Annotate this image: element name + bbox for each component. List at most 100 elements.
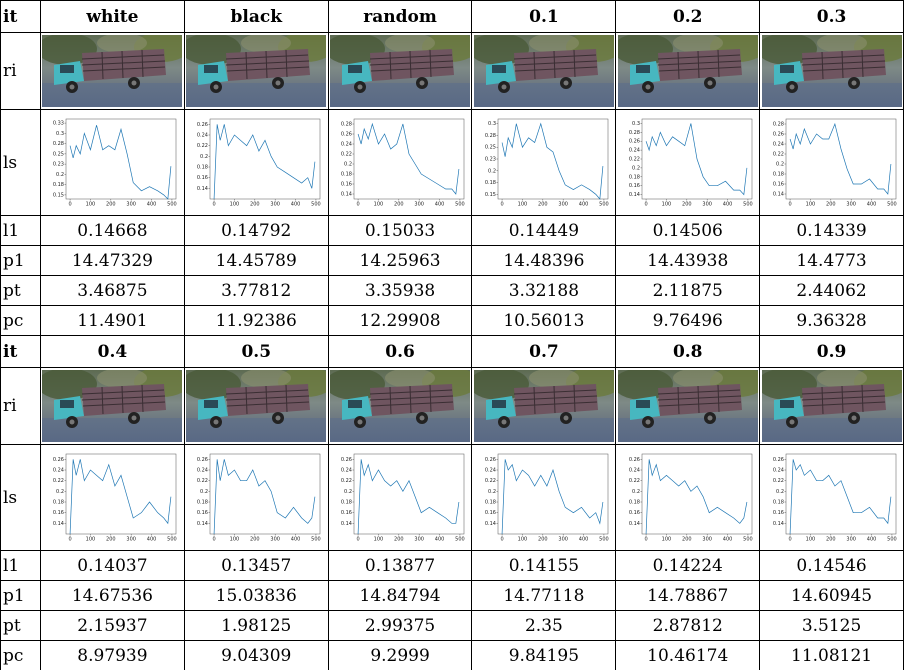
image-cell	[760, 33, 904, 110]
x-tick-label: 0	[357, 201, 360, 207]
rendered-image	[330, 370, 470, 442]
y-tick-label: 0.22	[772, 478, 783, 484]
y-tick-label: 0.16	[341, 181, 352, 187]
metric-cell: 2.99375	[328, 611, 472, 641]
y-tick-label: 0.28	[485, 132, 496, 138]
metric-cell: 14.48396	[472, 246, 616, 276]
metric-cell: 10.56013	[472, 306, 616, 336]
image-cell	[184, 368, 328, 445]
plot-frame	[354, 454, 464, 534]
x-tick-label: 200	[250, 201, 260, 207]
y-tick-label: 0.24	[629, 467, 640, 473]
metric-cell: 14.84794	[328, 581, 472, 611]
x-tick-label: 400	[579, 201, 589, 207]
y-tick-label: 0.2	[200, 153, 208, 159]
y-tick-label: 0.24	[772, 141, 783, 147]
x-tick-label: 0	[500, 536, 503, 542]
metric-cell: 2.44062	[760, 276, 904, 306]
x-tick-label: 400	[435, 536, 445, 542]
loss-line	[214, 124, 315, 199]
x-tick-label: 0	[213, 536, 216, 542]
y-tick-label: 0.18	[629, 499, 640, 505]
x-tick-label: 400	[866, 536, 876, 542]
y-tick-label: 0.26	[629, 138, 640, 144]
header-cell: 0.9	[760, 336, 904, 368]
x-tick-label: 300	[414, 201, 424, 207]
y-tick-label: 0.18	[53, 182, 64, 188]
plot-frame	[210, 119, 320, 199]
plot-frame	[642, 454, 752, 534]
y-tick-label: 0.2	[56, 171, 64, 177]
metric-cell: 14.45789	[184, 246, 328, 276]
metric-cell: 0.14224	[616, 551, 760, 581]
row-label: ri	[1, 33, 41, 110]
row-label: pc	[1, 641, 41, 670]
row-label: p1	[1, 246, 41, 276]
y-tick-label: 0.22	[341, 478, 352, 484]
x-tick-label: 200	[538, 536, 548, 542]
y-tick-label: 0.2	[632, 488, 640, 494]
metric-cell: 3.5125	[760, 611, 904, 641]
header-cell: random	[328, 1, 472, 33]
x-tick-label: 100	[805, 201, 815, 207]
plot-frame	[66, 119, 176, 199]
metric-cell: 0.14546	[760, 551, 904, 581]
y-tick-label: 0.15	[485, 191, 496, 197]
y-tick-label: 0.14	[485, 520, 496, 526]
results-table: itwhiteblackrandom0.10.20.3rils0.150.180…	[0, 0, 904, 670]
y-tick-label: 0.18	[485, 499, 496, 505]
y-tick-label: 0.16	[197, 510, 208, 516]
loss-chart: 0.150.180.20.230.250.280.301002003004005…	[474, 113, 614, 213]
y-tick-label: 0.28	[53, 141, 64, 147]
metric-cell: 0.14037	[41, 551, 185, 581]
image-cell	[41, 33, 185, 110]
x-tick-label: 300	[127, 201, 137, 207]
rendered-image	[330, 35, 470, 107]
loss-line	[646, 459, 747, 534]
image-cell	[472, 368, 616, 445]
loss-chart: 0.140.160.180.20.220.240.260100200300400…	[186, 448, 326, 548]
plot-frame	[498, 454, 608, 534]
y-tick-label: 0.14	[197, 520, 208, 526]
row-label: ri	[1, 368, 41, 445]
y-tick-label: 0.23	[485, 156, 496, 162]
header-cell: 0.3	[760, 1, 904, 33]
y-tick-label: 0.18	[772, 499, 783, 505]
y-tick-label: 0.24	[485, 467, 496, 473]
plot-frame	[66, 454, 176, 534]
x-tick-label: 0	[788, 201, 791, 207]
x-tick-label: 500	[168, 201, 178, 207]
y-tick-label: 0.16	[772, 181, 783, 187]
image-row: ri	[1, 33, 904, 110]
x-tick-label: 400	[291, 536, 301, 542]
x-tick-label: 200	[250, 536, 260, 542]
rendered-image	[42, 370, 182, 442]
x-tick-label: 0	[357, 536, 360, 542]
metric-cell: 11.4901	[41, 306, 185, 336]
chart-cell: 0.140.160.180.20.220.240.260100200300400…	[472, 445, 616, 551]
x-tick-label: 0	[788, 536, 791, 542]
y-tick-label: 0.14	[341, 191, 352, 197]
y-tick-label: 0.24	[341, 141, 352, 147]
y-tick-label: 0.26	[197, 121, 208, 127]
y-tick-label: 0.26	[341, 131, 352, 137]
metric-cell: 14.25963	[328, 246, 472, 276]
metric-cell: 2.35	[472, 611, 616, 641]
y-tick-label: 0.16	[629, 183, 640, 189]
metric-cell: 14.77118	[472, 581, 616, 611]
metric-cell: 0.14339	[760, 216, 904, 246]
metric-cell: 3.35938	[328, 276, 472, 306]
y-tick-label: 0.26	[197, 456, 208, 462]
metric-cell: 1.98125	[184, 611, 328, 641]
row-label: l1	[1, 551, 41, 581]
y-tick-label: 0.14	[772, 520, 783, 526]
x-tick-label: 500	[311, 201, 321, 207]
x-tick-label: 300	[271, 536, 281, 542]
x-tick-label: 200	[826, 201, 836, 207]
